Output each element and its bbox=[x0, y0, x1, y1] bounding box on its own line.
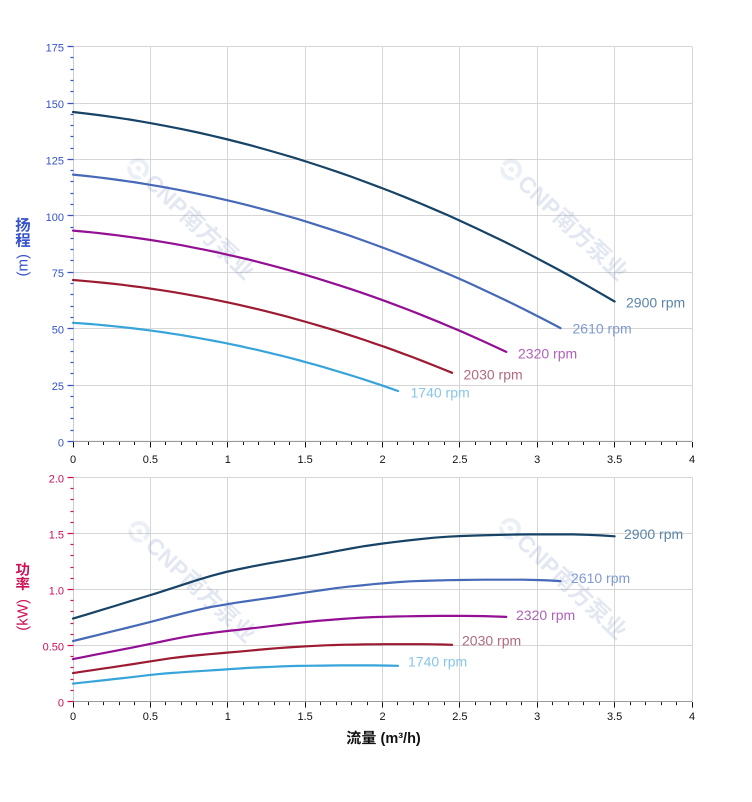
svg-text:(m³/h): (m³/h) bbox=[381, 731, 421, 747]
svg-text:50: 50 bbox=[52, 325, 64, 337]
svg-text:0.5: 0.5 bbox=[143, 711, 158, 723]
svg-text:2030 rpm: 2030 rpm bbox=[462, 633, 521, 649]
svg-text:1.0: 1.0 bbox=[49, 586, 64, 598]
svg-text:0: 0 bbox=[70, 711, 76, 723]
svg-text:1: 1 bbox=[225, 454, 231, 466]
svg-text:3: 3 bbox=[534, 711, 540, 723]
svg-text:125: 125 bbox=[46, 155, 64, 167]
svg-text:2: 2 bbox=[379, 711, 385, 723]
svg-text:4: 4 bbox=[689, 454, 695, 466]
svg-text:25: 25 bbox=[52, 381, 64, 393]
svg-text:2320 rpm: 2320 rpm bbox=[518, 346, 577, 362]
svg-text:1.5: 1.5 bbox=[297, 454, 312, 466]
svg-text:1740 rpm: 1740 rpm bbox=[411, 385, 470, 401]
svg-text:100: 100 bbox=[46, 212, 64, 224]
svg-text:2610 rpm: 2610 rpm bbox=[573, 321, 632, 337]
svg-text:0.5: 0.5 bbox=[143, 454, 158, 466]
svg-text:(kW): (kW) bbox=[15, 599, 32, 631]
svg-text:0.50: 0.50 bbox=[43, 642, 64, 654]
svg-text:2610 rpm: 2610 rpm bbox=[571, 570, 630, 586]
svg-text:3.5: 3.5 bbox=[607, 711, 622, 723]
svg-text:175: 175 bbox=[46, 43, 64, 55]
svg-text:2320 rpm: 2320 rpm bbox=[516, 607, 575, 623]
svg-text:0: 0 bbox=[70, 454, 76, 466]
svg-text:0: 0 bbox=[58, 437, 64, 449]
svg-text:1740 rpm: 1740 rpm bbox=[408, 654, 467, 670]
svg-text:1.5: 1.5 bbox=[297, 711, 312, 723]
svg-text:(m): (m) bbox=[15, 254, 32, 277]
svg-text:3: 3 bbox=[534, 454, 540, 466]
svg-text:75: 75 bbox=[52, 268, 64, 280]
svg-text:3.5: 3.5 bbox=[607, 454, 622, 466]
svg-text:1.5: 1.5 bbox=[49, 530, 64, 542]
svg-text:1: 1 bbox=[225, 711, 231, 723]
svg-text:2.0: 2.0 bbox=[49, 474, 64, 486]
svg-text:2: 2 bbox=[379, 454, 385, 466]
svg-text:2900 rpm: 2900 rpm bbox=[624, 526, 683, 542]
svg-text:2.5: 2.5 bbox=[452, 711, 467, 723]
svg-text:150: 150 bbox=[46, 99, 64, 111]
svg-text:2900 rpm: 2900 rpm bbox=[626, 295, 685, 311]
svg-text:4: 4 bbox=[689, 711, 695, 723]
svg-text:2030 rpm: 2030 rpm bbox=[464, 367, 523, 383]
svg-text:2.5: 2.5 bbox=[452, 454, 467, 466]
svg-text:0: 0 bbox=[58, 698, 64, 710]
